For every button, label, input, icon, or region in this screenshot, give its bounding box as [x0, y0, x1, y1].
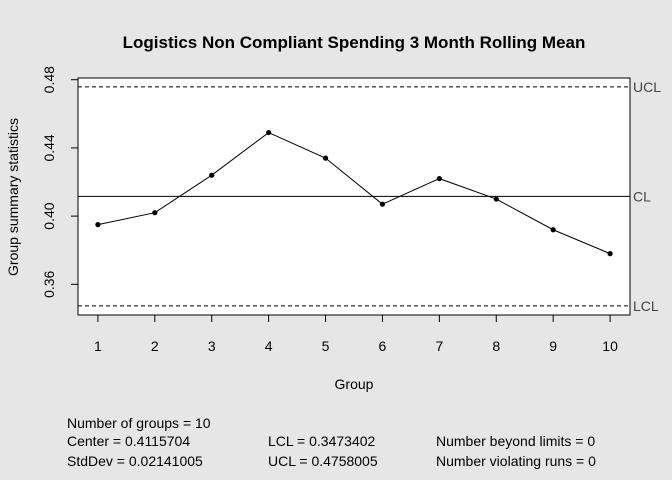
x-tick-label: 4: [265, 338, 273, 354]
data-point: [436, 175, 442, 182]
data-point: [209, 172, 215, 178]
stats-beyond-limits: Number beyond limits = 0: [436, 433, 596, 449]
y-tick-label: 0.36: [41, 270, 57, 297]
x-tick-label: 5: [322, 338, 330, 354]
x-tick-label: 8: [492, 338, 500, 354]
chart-title: Logistics Non Compliant Spending 3 Month…: [123, 33, 586, 52]
stats-ucl: UCL = 0.4758005: [268, 453, 378, 469]
x-tick-label: 9: [549, 338, 557, 354]
x-tick-label: 3: [208, 338, 216, 354]
stats-lcl: LCL = 0.3473402: [268, 433, 376, 449]
x-tick-label: 10: [602, 338, 618, 354]
y-axis-label: Group summary statistics: [5, 118, 21, 276]
data-point: [379, 201, 386, 207]
stats-stddev: StdDev = 0.02141005: [67, 453, 203, 469]
data-point: [152, 210, 158, 216]
y-tick-label: 0.44: [41, 134, 57, 161]
stats-groups: Number of groups = 10: [67, 415, 211, 431]
ucl-label: UCL: [633, 79, 661, 95]
stats-violating-runs: Number violating runs = 0: [436, 453, 596, 469]
control-chart: Logistics Non Compliant Spending 3 Month…: [5, 33, 661, 392]
x-tick-label: 2: [151, 338, 159, 354]
x-tick-label: 7: [435, 338, 443, 354]
data-point: [95, 222, 101, 228]
y-tick-label: 0.48: [41, 66, 57, 93]
data-point: [322, 155, 329, 161]
x-tick-label: 6: [379, 338, 387, 354]
x-axis-label: Group: [335, 376, 374, 392]
series-line: [97, 131, 611, 255]
stats-center: Center = 0.4115704: [67, 433, 191, 449]
lcl-label: LCL: [633, 298, 659, 314]
data-point: [550, 227, 556, 233]
x-tick-label: 1: [94, 338, 102, 354]
center-label: CL: [633, 188, 651, 204]
data-point: [266, 129, 272, 136]
data-point: [607, 251, 613, 257]
data-point: [493, 196, 499, 202]
y-tick-label: 0.40: [41, 202, 57, 229]
